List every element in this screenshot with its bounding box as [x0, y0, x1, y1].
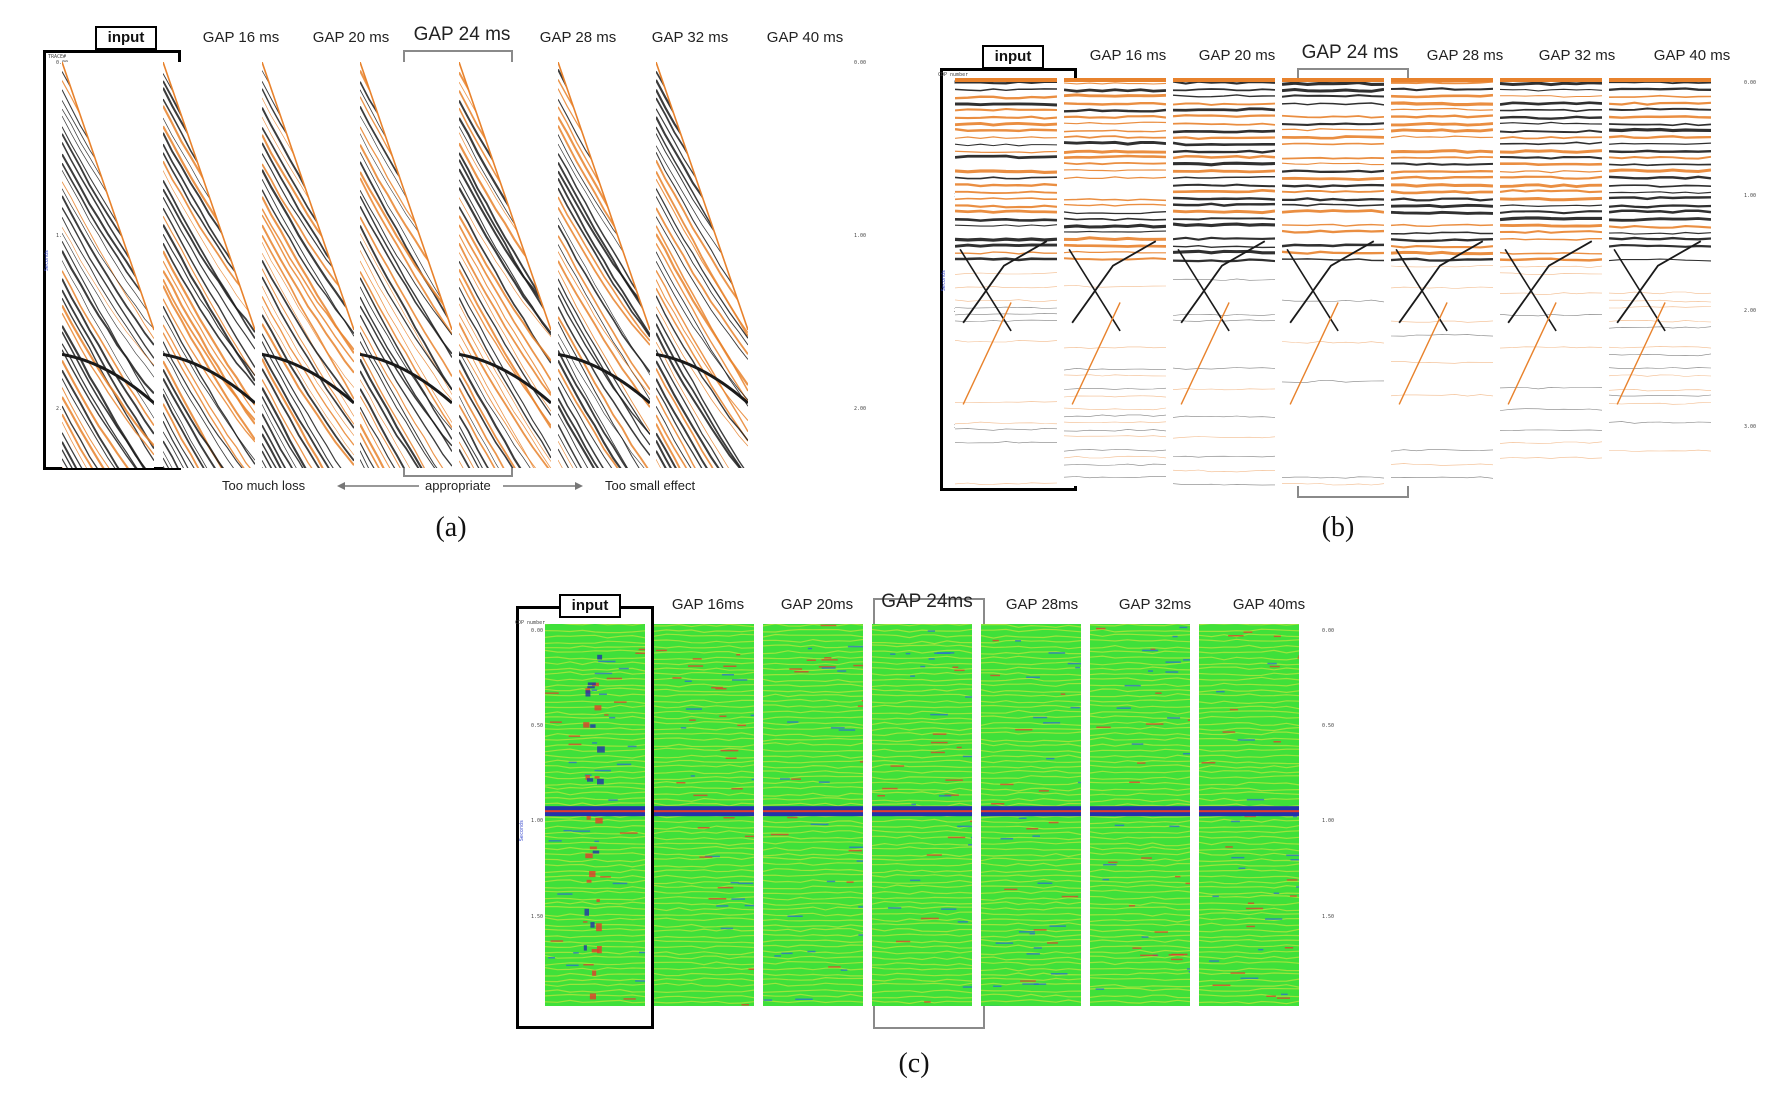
- panel-a-1: [163, 62, 255, 468]
- y-tick-a-right-2: 2.00: [854, 406, 867, 412]
- y-tick-c-0: 0.00: [531, 628, 544, 634]
- y-tick-c-right-1: 0.50: [1322, 723, 1335, 729]
- x-axis-title-a: TRACE#: [48, 54, 67, 60]
- annotation-too-small-effect: Too small effect: [605, 478, 696, 493]
- panel-c-1: [654, 624, 754, 1006]
- y-tick-b-right-1: 1.00: [1744, 193, 1757, 199]
- y-tick-b-right-0: 0.00: [1744, 80, 1757, 86]
- y-tick-b-right-3: 3.00: [1744, 424, 1757, 430]
- header-a-gap32: GAP 32 ms: [651, 29, 729, 46]
- header-c-gap40: GAP 40ms: [1232, 596, 1306, 613]
- subcaption-c: (c): [898, 1048, 930, 1079]
- panel-a-4: [459, 62, 551, 468]
- y-tick-c-right-0: 0.00: [1322, 628, 1335, 634]
- panel-c-6: [1199, 624, 1299, 1006]
- header-a-gap16: GAP 16 ms: [202, 29, 280, 46]
- panel-a-6: [656, 62, 748, 468]
- header-b-gap28: GAP 28 ms: [1426, 47, 1504, 64]
- panel-b-4: [1391, 78, 1493, 486]
- header-c-gap16: GAP 16ms: [671, 596, 745, 613]
- panel-a-3: [360, 62, 452, 468]
- panel-c-4: [981, 624, 1081, 1006]
- header-a-gap24: GAP 24 ms: [413, 24, 511, 45]
- x-axis-title-b: CDP number: [938, 72, 969, 78]
- header-b-gap32: GAP 32 ms: [1538, 47, 1616, 64]
- annotation-appropriate: appropriate: [425, 478, 491, 493]
- y-tick-a-right-1: 1.00: [854, 233, 867, 239]
- panel-c-0: [545, 624, 645, 1006]
- y-tick-a-right-0: 0.00: [854, 60, 867, 66]
- header-a-gap20: GAP 20 ms: [312, 29, 390, 46]
- header-b-gap20: GAP 20 ms: [1198, 47, 1276, 64]
- header-b-gap16: GAP 16 ms: [1089, 47, 1167, 64]
- y-tick-c-right-2: 1.00: [1322, 818, 1335, 824]
- header-b-gap24: GAP 24 ms: [1301, 42, 1399, 63]
- input-label-a: input: [95, 26, 157, 50]
- subcaption-b: (b): [1321, 512, 1355, 543]
- panel-a-5: [558, 62, 650, 468]
- y-tick-c-3: 1.50: [531, 914, 544, 920]
- y-axis-title-a: Seconds: [44, 250, 50, 272]
- panel-b-3: [1282, 78, 1384, 486]
- y-axis-title-c: Seconds: [519, 820, 525, 842]
- header-c-gap20: GAP 20ms: [780, 596, 854, 613]
- input-label-c: input: [559, 594, 621, 618]
- header-a-gap40: GAP 40 ms: [766, 29, 844, 46]
- y-tick-b-right-2: 2.00: [1744, 308, 1757, 314]
- y-tick-c-2: 1.00: [531, 818, 544, 824]
- annotation-arrows: [337, 482, 583, 490]
- panel-c-2: [763, 624, 863, 1006]
- header-c-gap28: GAP 28ms: [1005, 596, 1079, 613]
- panel-a-2: [262, 62, 354, 468]
- panel-c-3: [872, 624, 972, 1006]
- y-tick-c-right-3: 1.50: [1322, 914, 1335, 920]
- header-c-gap32: GAP 32ms: [1118, 596, 1192, 613]
- panel-b-5: [1500, 78, 1602, 486]
- panel-a-0: [62, 62, 154, 468]
- panel-c-5: [1090, 624, 1190, 1006]
- panel-b-0: [955, 78, 1057, 486]
- panel-b-2: [1173, 78, 1275, 486]
- annotation-too-much-loss: Too much loss: [222, 478, 306, 493]
- x-axis-title-c: CDP number: [515, 620, 546, 626]
- panel-b-1: [1064, 78, 1166, 486]
- header-a-gap28: GAP 28 ms: [539, 29, 617, 46]
- header-b-gap40: GAP 40 ms: [1653, 47, 1731, 64]
- subcaption-a: (a): [435, 512, 467, 543]
- y-tick-c-1: 0.50: [531, 723, 544, 729]
- panel-b-6: [1609, 78, 1711, 486]
- y-axis-title-b: Seconds: [941, 270, 947, 292]
- input-label-b: input: [982, 45, 1044, 69]
- header-c-gap24: GAP 24ms: [881, 591, 973, 612]
